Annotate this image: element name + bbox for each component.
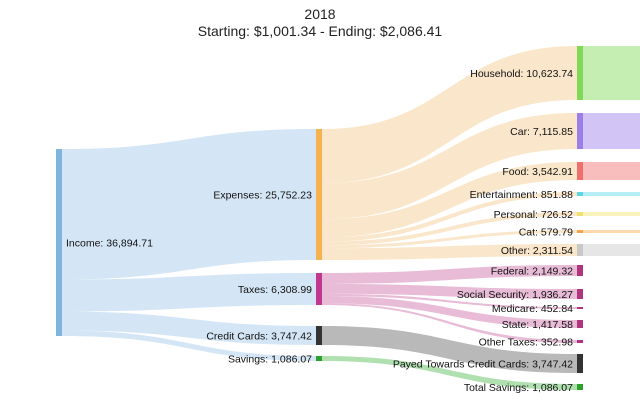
flow-taxes-to-social [322, 283, 577, 299]
label-car: Car: 7,115.85 [510, 126, 573, 138]
flow-household-to-household-out [583, 45, 640, 101]
label-federal: Federal: 2,149.32 [491, 266, 573, 278]
flow-income-to-savings [62, 330, 316, 361]
label-social: Social Security: 1,936.27 [457, 289, 573, 301]
flow-other-to-other-out [583, 243, 640, 257]
node-federal[interactable] [577, 265, 583, 276]
node-cat[interactable] [577, 230, 583, 233]
flow-food-to-food-out [583, 161, 640, 180]
label-income: Income: 36,894.71 [66, 238, 153, 250]
flow-taxes-to-state [322, 296, 577, 328]
label-cat: Cat: 579.79 [519, 227, 573, 239]
flow-cat-to-cat-out [583, 229, 640, 233]
label-totalsav: Total Savings: 1,086.07 [464, 382, 573, 394]
node-social[interactable] [577, 289, 583, 299]
node-car[interactable] [577, 113, 583, 149]
chart-title: 2018 [304, 6, 336, 22]
flow-taxes-to-medicare [322, 293, 577, 309]
label-state: State: 1,417.58 [502, 319, 573, 331]
node-other[interactable] [577, 244, 583, 256]
node-totalsav[interactable] [577, 384, 583, 390]
label-savings: Savings: 1,086.07 [228, 354, 312, 366]
flow-expenses-to-cat [322, 230, 577, 249]
flow-taxes-to-othertax [322, 303, 577, 343]
flow-car-to-car-out [583, 113, 640, 149]
node-payed[interactable] [577, 354, 583, 373]
flow-expenses-to-household [322, 46, 577, 184]
label-credit: Credit Cards: 3,747.42 [206, 331, 312, 343]
label-household: Household: 10,623.74 [470, 68, 573, 80]
flow-income-to-expenses [62, 129, 316, 280]
flow-income-to-credit [62, 311, 316, 345]
node-medicare[interactable] [577, 307, 583, 309]
node-income[interactable] [56, 149, 62, 336]
label-other: Other: 2,311.54 [501, 245, 573, 257]
flow-credit-to-payed [322, 326, 577, 373]
node-expenses[interactable] [316, 129, 322, 260]
label-expenses: Expenses: 25,752.23 [213, 190, 312, 202]
flow-savings-to-totalsav [322, 356, 577, 390]
node-taxes[interactable] [316, 273, 322, 305]
flow-entertainment-to-entertainment-out [583, 191, 640, 197]
node-othertax[interactable] [577, 340, 583, 343]
flow-expenses-to-personal [322, 212, 577, 246]
label-personal: Personal: 726.52 [494, 209, 574, 221]
chart-subtitle: Starting: $1,001.34 - Ending: $2,086.41 [197, 23, 443, 39]
flow-expenses-to-car [322, 113, 577, 220]
flow-personal-to-personal-out [583, 212, 640, 217]
node-credit[interactable] [316, 326, 322, 345]
label-taxes: Taxes: 6,308.99 [238, 284, 312, 296]
node-food[interactable] [577, 162, 583, 180]
node-savings[interactable] [316, 356, 322, 361]
node-household[interactable] [577, 46, 583, 100]
label-othertax: Other Taxes: 352.98 [479, 337, 574, 349]
flow-income-to-taxes [62, 273, 316, 312]
flow-taxes-to-federal [322, 265, 577, 284]
flow-expenses-to-other [322, 244, 577, 260]
label-entertainment: Entertainment: 851.88 [470, 189, 573, 201]
node-entertainment[interactable] [577, 192, 583, 196]
label-medicare: Medicare: 452.84 [492, 303, 573, 315]
node-personal[interactable] [577, 212, 583, 216]
flow-expenses-to-entertainment [322, 192, 577, 242]
label-payed: Payed Towards Credit Cards: 3,747.42 [393, 359, 573, 371]
node-state[interactable] [577, 320, 583, 328]
label-food: Food: 3,542.91 [502, 166, 573, 178]
flow-expenses-to-food [322, 162, 577, 238]
